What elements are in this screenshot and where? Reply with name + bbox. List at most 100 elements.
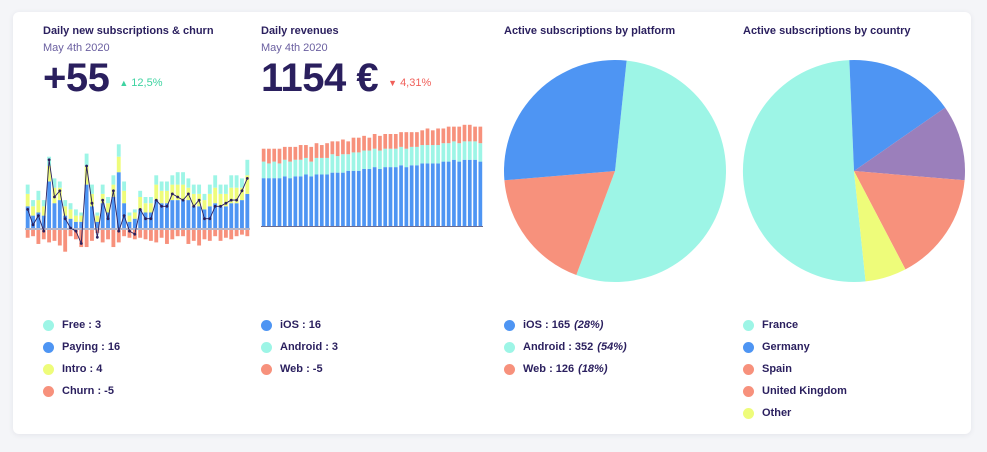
country-legend-item[interactable]: Other <box>743 402 847 424</box>
bar-free <box>223 184 228 194</box>
revenues-legend-item[interactable]: iOS : 16 <box>261 314 338 336</box>
bar-android <box>478 143 483 162</box>
net-line-point <box>85 164 89 168</box>
subscriptions-legend-item[interactable]: Intro : 4 <box>43 358 120 380</box>
bar-web <box>415 132 419 147</box>
revenues-legend-item[interactable]: Web : -5 <box>261 358 338 380</box>
revenues-legend-item[interactable]: Android : 3 <box>261 336 338 358</box>
net-line-point <box>208 217 212 221</box>
bar-free <box>36 190 41 201</box>
bar-paying <box>57 200 62 228</box>
bar-ios <box>288 178 292 226</box>
legend-label: Spain <box>762 363 792 375</box>
bar-ios <box>415 165 419 226</box>
net-line-point <box>47 158 51 162</box>
bar-paying <box>245 193 250 228</box>
bar-paying <box>73 221 78 228</box>
bar-ios <box>319 174 324 226</box>
bar-free <box>240 178 244 188</box>
legend-label: Android : 352 <box>523 341 594 353</box>
bar-android <box>282 159 287 177</box>
platform-legend-item[interactable]: iOS : 165 (28%) <box>504 314 627 336</box>
bar-android <box>420 145 425 164</box>
legend-label: iOS : 16 <box>280 319 321 331</box>
bar-free <box>95 212 100 216</box>
pie-slice-android <box>576 60 727 283</box>
bar-intro <box>143 203 148 213</box>
subscriptions-legend-item[interactable]: Churn : -5 <box>43 380 120 402</box>
revenues-title: Daily revenues <box>261 25 339 37</box>
net-line-point <box>149 217 153 221</box>
bar-web <box>341 139 345 155</box>
bar-paying <box>116 172 121 228</box>
bar-free <box>148 197 153 204</box>
net-line-point <box>186 192 190 196</box>
country-legend-item[interactable]: France <box>743 314 847 336</box>
bar-intro <box>84 166 89 185</box>
bar-churn <box>138 230 143 238</box>
bar-web <box>462 124 467 142</box>
pie-slice-purple-segment <box>854 107 965 181</box>
bar-churn <box>207 230 212 241</box>
bar-free <box>127 212 132 216</box>
up-arrow-icon: ▲ <box>119 77 129 88</box>
bar-paying <box>106 212 110 228</box>
bar-ios <box>446 161 451 226</box>
bar-android <box>409 146 414 166</box>
bar-web <box>420 130 425 146</box>
bar-intro <box>159 190 164 204</box>
legend-dot-icon <box>743 319 754 331</box>
net-line-point <box>95 235 99 239</box>
legend-percent: (54%) <box>597 341 627 353</box>
subscriptions-legend-item[interactable]: Paying : 16 <box>43 336 120 358</box>
bar-android <box>457 143 462 162</box>
bar-ios <box>478 161 483 226</box>
bar-ios <box>272 178 277 226</box>
bar-paying <box>148 212 153 228</box>
bar-paying <box>213 203 218 228</box>
bar-ios <box>452 159 456 226</box>
country-legend-item[interactable]: United Kingdom <box>743 380 847 402</box>
bar-android <box>267 163 271 179</box>
bar-ios <box>473 159 477 226</box>
bar-ios <box>393 167 398 226</box>
bar-churn <box>41 230 46 240</box>
subscriptions-panel: Daily new subscriptions & churn May 4th … <box>25 12 253 434</box>
bar-web <box>309 146 314 162</box>
bar-web <box>356 137 361 153</box>
platform-legend-item[interactable]: Web : 126 (18%) <box>504 358 627 380</box>
bar-paying <box>165 203 169 228</box>
bar-churn <box>31 230 35 237</box>
net-line-point <box>74 229 78 233</box>
subscriptions-legend-item[interactable]: Free : 3 <box>43 314 120 336</box>
bar-android <box>462 141 467 160</box>
bar-web <box>441 128 446 144</box>
bar-ios <box>457 161 462 226</box>
legend-dot-icon <box>261 341 272 353</box>
platform-title: Active subscriptions by platform <box>504 25 676 37</box>
bar-web <box>330 141 335 155</box>
bar-free <box>175 172 180 185</box>
bar-free <box>197 184 202 194</box>
bar-free <box>234 175 239 188</box>
bar-android <box>351 152 356 171</box>
bar-churn <box>191 230 196 241</box>
country-legend-item[interactable]: Germany <box>743 336 847 358</box>
bar-paying <box>41 215 46 228</box>
bar-android <box>314 157 319 175</box>
bar-intro <box>73 215 78 222</box>
bar-ios <box>399 165 403 226</box>
revenues-chart <box>261 124 483 227</box>
platform-legend-item[interactable]: Android : 352 (54%) <box>504 336 627 358</box>
country-legend-item[interactable]: Spain <box>743 358 847 380</box>
net-line-point <box>192 204 196 208</box>
bar-free <box>229 175 234 188</box>
bar-paying <box>132 218 137 228</box>
bar-web <box>319 145 324 158</box>
bar-churn <box>240 230 244 235</box>
bar-free <box>116 144 121 157</box>
subscriptions-chart <box>25 144 250 252</box>
bar-intro <box>57 187 62 201</box>
net-line-point <box>58 189 62 193</box>
bar-web <box>267 148 271 164</box>
